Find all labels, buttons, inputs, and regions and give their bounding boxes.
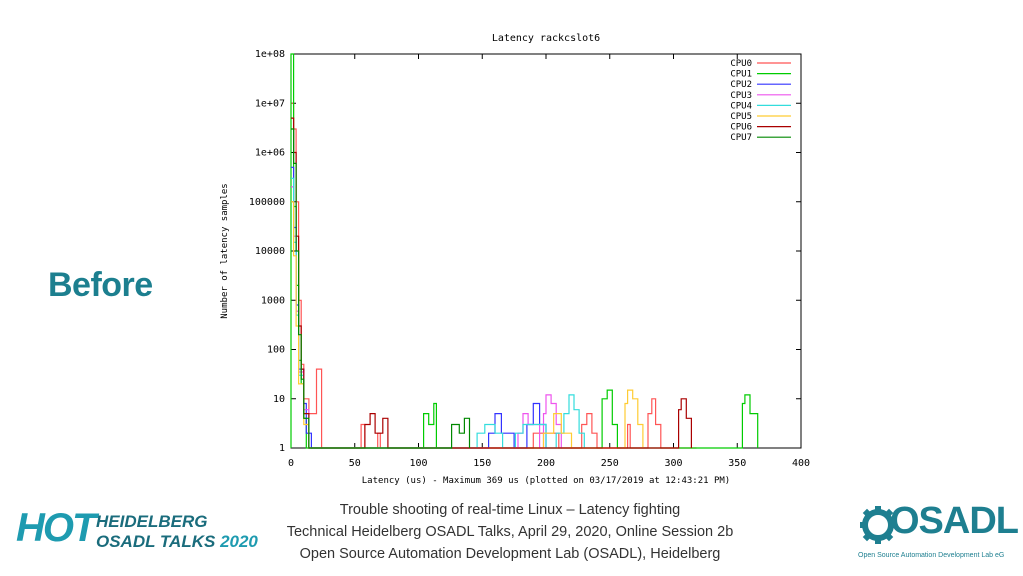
series-line-cpu1 bbox=[290, 53, 759, 449]
x-tick-label: 300 bbox=[664, 458, 682, 469]
series-layer bbox=[290, 53, 759, 449]
legend-label-cpu2: CPU2 bbox=[730, 80, 752, 90]
x-tick-label: 50 bbox=[349, 458, 361, 469]
series-line-cpu6 bbox=[291, 117, 692, 449]
x-axis-label: Latency (us) - Maximum 369 us (plotted o… bbox=[362, 476, 730, 486]
x-tick-label: 100 bbox=[409, 458, 427, 469]
gear-icon bbox=[860, 506, 896, 544]
series-line-cpu7 bbox=[291, 128, 471, 449]
y-tick-label: 100 bbox=[267, 345, 285, 356]
latency-chart: Latency rackcslot6 Latency (us) - Maximu… bbox=[220, 33, 810, 486]
legend-label-cpu3: CPU3 bbox=[730, 91, 752, 101]
x-tick-label: 350 bbox=[728, 458, 746, 469]
legend-label-cpu4: CPU4 bbox=[730, 101, 752, 111]
x-tick-label: 150 bbox=[473, 458, 491, 469]
x-tick-label: 0 bbox=[288, 458, 294, 469]
series-line-cpu4 bbox=[291, 177, 585, 449]
footer-line-1: Trouble shooting of real-time Linux – La… bbox=[339, 502, 681, 518]
legend-label-cpu0: CPU0 bbox=[730, 59, 752, 69]
y-tick-label: 1e+06 bbox=[255, 148, 285, 159]
y-tick-label: 1000 bbox=[261, 295, 285, 306]
series-line-cpu3 bbox=[291, 186, 562, 449]
series-line-cpu5 bbox=[291, 201, 644, 449]
footer-line-2: Technical Heidelberg OSADL Talks, April … bbox=[286, 524, 734, 540]
hot-logo-line1: HEIDELBERG bbox=[96, 512, 208, 531]
series-line-cpu2 bbox=[291, 166, 547, 449]
y-tick-label: 100000 bbox=[249, 197, 285, 208]
osadl-logo: OSADL Open Source Automation Development… bbox=[858, 500, 1019, 568]
osadl-logo-subtitle: Open Source Automation Development Lab e… bbox=[858, 552, 1005, 559]
y-tick-label: 10 bbox=[273, 394, 285, 405]
x-tick-label: 250 bbox=[601, 458, 619, 469]
x-tick-label: 200 bbox=[537, 458, 555, 469]
footer-line-3: Open Source Automation Development Lab (… bbox=[299, 546, 721, 562]
x-tick-label: 400 bbox=[792, 458, 810, 469]
y-tick-label: 10000 bbox=[255, 246, 285, 257]
hot-logo-year: 2020 bbox=[220, 532, 258, 551]
y-tick-label: 1e+08 bbox=[255, 49, 285, 60]
hot-logo-line2: OSADL TALKS 2020 bbox=[96, 532, 258, 552]
legend-label-cpu6: CPU6 bbox=[730, 123, 752, 133]
hot-logo-mark: HOT bbox=[16, 506, 96, 550]
legend-label-cpu1: CPU1 bbox=[730, 70, 752, 80]
y-tick-label: 1e+07 bbox=[255, 98, 285, 109]
osadl-logo-word: OSADL bbox=[890, 500, 1019, 542]
y-tick-label: 1 bbox=[279, 443, 285, 454]
series-line-cpu0 bbox=[291, 102, 697, 449]
y-axis-label: Number of latency samples bbox=[220, 183, 230, 318]
legend-label-cpu7: CPU7 bbox=[730, 133, 752, 143]
legend-label-cpu5: CPU5 bbox=[730, 112, 752, 122]
before-label: Before bbox=[48, 266, 153, 304]
axes: 0 50 100 150 200 250 300 350 400 1 10 100 1000 10000 1… bbox=[249, 49, 810, 469]
chart-title: Latency rackcslot6 bbox=[492, 33, 600, 44]
plot-frame bbox=[290, 53, 802, 449]
hot-logo-talks: OSADL TALKS bbox=[96, 532, 216, 551]
